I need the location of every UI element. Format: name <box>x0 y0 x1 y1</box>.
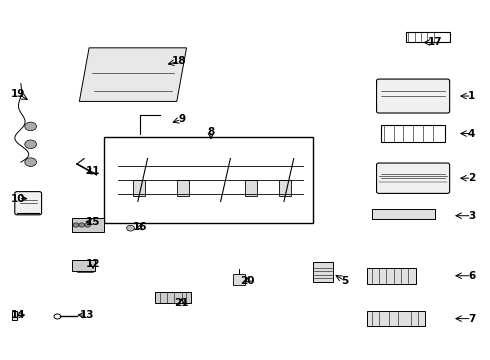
Circle shape <box>126 225 134 231</box>
Bar <box>245 180 257 196</box>
Circle shape <box>25 122 36 131</box>
Circle shape <box>85 223 91 227</box>
Text: 8: 8 <box>207 127 215 137</box>
Text: 14: 14 <box>11 310 26 320</box>
Bar <box>72 260 96 271</box>
Text: 12: 12 <box>86 259 100 269</box>
Bar <box>372 208 435 219</box>
Text: 17: 17 <box>428 37 442 48</box>
Text: 4: 4 <box>468 129 475 139</box>
Circle shape <box>79 223 85 227</box>
Text: 2: 2 <box>468 173 475 183</box>
Text: 13: 13 <box>79 310 94 320</box>
Text: 9: 9 <box>178 114 185 124</box>
Text: 15: 15 <box>86 217 100 227</box>
Bar <box>381 125 445 142</box>
Circle shape <box>25 158 36 166</box>
Bar <box>406 32 450 42</box>
Bar <box>279 180 291 196</box>
Text: 6: 6 <box>468 271 475 281</box>
Text: 16: 16 <box>133 222 147 232</box>
Text: 11: 11 <box>86 166 100 176</box>
FancyBboxPatch shape <box>15 192 42 215</box>
Text: 18: 18 <box>172 57 187 66</box>
Bar <box>12 311 17 320</box>
Text: 5: 5 <box>341 276 348 286</box>
Circle shape <box>73 223 79 227</box>
Bar <box>155 292 192 303</box>
Bar <box>367 311 425 326</box>
Text: 1: 1 <box>468 91 475 101</box>
Bar <box>367 267 416 284</box>
Polygon shape <box>79 48 187 102</box>
Text: 3: 3 <box>468 211 475 221</box>
Bar <box>177 180 189 196</box>
Text: 20: 20 <box>240 276 255 286</box>
Text: 21: 21 <box>174 298 189 308</box>
Circle shape <box>25 140 36 149</box>
Text: 19: 19 <box>11 89 25 99</box>
Bar <box>72 218 104 232</box>
Bar <box>313 262 333 282</box>
Bar <box>104 137 313 223</box>
FancyBboxPatch shape <box>376 79 450 113</box>
Text: 10: 10 <box>11 194 25 203</box>
FancyBboxPatch shape <box>376 163 450 193</box>
Text: 7: 7 <box>468 314 475 324</box>
Bar <box>233 274 245 285</box>
Bar <box>133 180 145 196</box>
